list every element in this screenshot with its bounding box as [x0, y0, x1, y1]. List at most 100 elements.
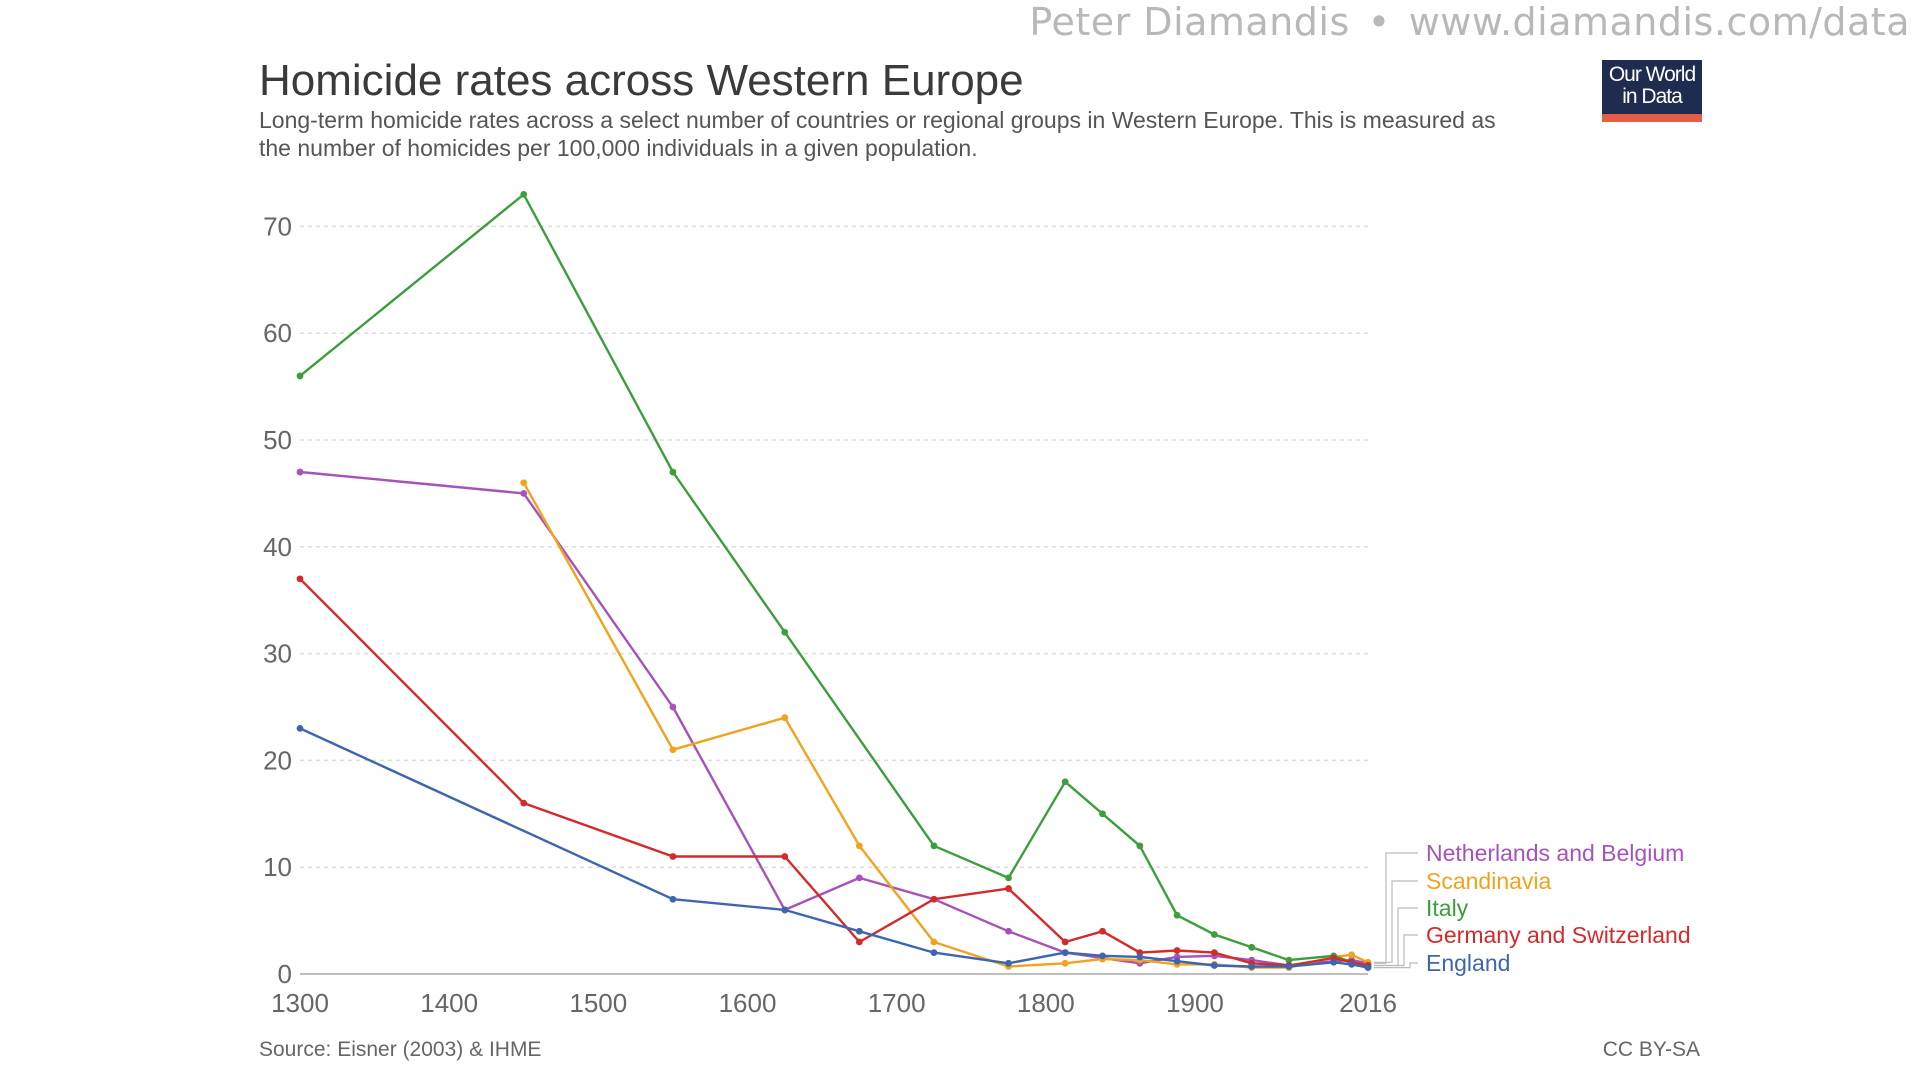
data-point — [1173, 957, 1181, 965]
series-line — [299, 577, 1369, 967]
data-point — [1285, 963, 1293, 970]
x-tick-label: 1300 — [271, 988, 329, 1018]
data-point — [669, 703, 677, 711]
x-tick-labels: 1300 1400 1500 1600 1700 1800 1900 2016 — [271, 988, 1397, 1018]
logo-accent-bar — [1602, 114, 1702, 122]
series-italy — [296, 190, 1372, 969]
legend: Netherlands and BelgiumScandinaviaItalyG… — [1374, 840, 1691, 976]
data-point — [1005, 885, 1012, 892]
x-tick-label: 1700 — [868, 988, 926, 1018]
data-point — [1061, 949, 1069, 957]
data-point — [1136, 842, 1144, 850]
data-point — [1285, 956, 1293, 964]
data-point — [1330, 958, 1338, 966]
series-line — [299, 727, 1369, 969]
data-point — [1136, 953, 1144, 961]
legend-label: Germany and Switzerland — [1426, 922, 1691, 948]
data-point — [855, 938, 863, 946]
data-point — [296, 575, 304, 583]
x-tick-label: 1800 — [1017, 988, 1075, 1018]
data-point — [1005, 959, 1012, 967]
x-tick-label: 1600 — [719, 988, 777, 1018]
owid-logo[interactable]: Our World in Data — [1602, 60, 1702, 122]
data-point — [855, 874, 863, 882]
y-tick-label: 0 — [278, 959, 292, 989]
watermark: Peter Diamandis • www.diamandis.com/data — [1029, 0, 1910, 44]
data-point — [1364, 964, 1372, 971]
series-line — [522, 482, 1369, 969]
data-point — [1061, 959, 1069, 967]
data-point — [1248, 963, 1256, 970]
legend-label: England — [1426, 950, 1510, 976]
data-point — [1173, 947, 1181, 954]
data-point — [669, 468, 677, 476]
data-point — [1173, 911, 1181, 919]
data-point — [520, 479, 528, 487]
data-point — [669, 895, 677, 903]
data-point — [1248, 943, 1256, 951]
x-tick-label: 2016 — [1339, 988, 1397, 1018]
data-point — [669, 746, 677, 754]
data-point — [1099, 952, 1106, 960]
x-tick-label: 1500 — [569, 988, 627, 1018]
data-point — [669, 853, 677, 860]
data-point — [1099, 927, 1106, 935]
data-point — [1210, 949, 1218, 957]
watermark-url: www.diamandis.com/data — [1408, 0, 1910, 44]
data-point — [1061, 938, 1069, 946]
data-point — [1348, 960, 1355, 968]
series-netherlands-and-belgium — [296, 468, 1372, 969]
series-group — [296, 190, 1372, 971]
legend-leader-line — [1374, 962, 1418, 969]
data-point — [520, 190, 528, 198]
legend-leader-line — [1374, 852, 1418, 964]
data-point — [1210, 962, 1218, 969]
data-point — [1348, 951, 1355, 959]
logo-line1: Our World — [1608, 63, 1696, 86]
data-point — [1099, 810, 1106, 818]
series-england — [296, 724, 1372, 971]
data-point — [781, 714, 789, 722]
data-point — [1005, 874, 1012, 882]
data-point — [855, 927, 863, 935]
data-point — [930, 938, 938, 946]
series-germany-and-switzerland — [296, 575, 1372, 969]
y-tick-label: 60 — [263, 318, 292, 348]
legend-leader-line — [1374, 907, 1418, 967]
y-tick-labels: 0 10 20 30 40 50 60 70 — [263, 211, 292, 989]
source-note: Source: Eisner (2003) & IHME — [259, 1038, 542, 1061]
data-point — [296, 724, 304, 732]
data-point — [296, 372, 304, 380]
legend-leader-line — [1374, 880, 1418, 963]
license-link[interactable]: CC BY-SA — [1602, 1038, 1700, 1061]
series-line — [299, 470, 1369, 967]
data-point — [781, 906, 789, 914]
legend-label: Netherlands and Belgium — [1426, 840, 1684, 866]
data-point — [1061, 778, 1069, 786]
chart-title: Homicide rates across Western Europe — [259, 56, 1024, 105]
legend-label: Italy — [1426, 895, 1469, 921]
y-tick-label: 10 — [263, 852, 292, 882]
y-tick-label: 20 — [263, 745, 292, 775]
grid — [300, 225, 1368, 975]
data-point — [930, 895, 938, 903]
data-point — [296, 468, 304, 476]
data-point — [1210, 931, 1218, 938]
data-point — [1005, 927, 1012, 935]
data-point — [930, 842, 938, 850]
data-point — [855, 842, 863, 850]
x-tick-label: 1900 — [1166, 988, 1224, 1018]
data-point — [520, 490, 528, 497]
data-point — [930, 949, 938, 957]
legend-label: Scandinavia — [1426, 868, 1552, 894]
y-tick-label: 70 — [263, 211, 292, 241]
y-tick-label: 50 — [263, 425, 292, 455]
x-tick-label: 1400 — [420, 988, 478, 1018]
y-tick-label: 30 — [263, 639, 292, 669]
logo-line2: in Data — [1622, 85, 1683, 108]
data-point — [520, 799, 528, 807]
y-tick-label: 40 — [263, 532, 292, 562]
legend-leader-line — [1374, 934, 1418, 967]
series-line — [299, 193, 1369, 967]
line-chart: 0 10 20 30 40 50 60 70 1300 1400 1500 1600 1700 1800… — [263, 190, 1691, 1018]
